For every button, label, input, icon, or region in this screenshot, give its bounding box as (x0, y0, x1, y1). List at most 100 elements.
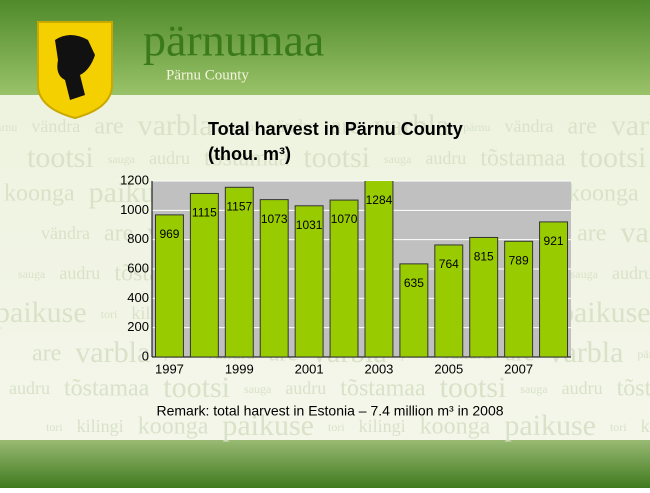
data-label: 1070 (331, 212, 358, 226)
background-word: sauga (244, 382, 272, 396)
bar (399, 263, 429, 357)
data-label: 635 (404, 276, 424, 290)
background-word: paikuse (0, 296, 87, 329)
background-word: vändra (268, 116, 317, 136)
background-word: varbla (374, 109, 449, 142)
background-word: pärnu (463, 120, 490, 134)
background-word: audru (285, 378, 326, 398)
bar (294, 205, 324, 357)
bar (224, 186, 254, 357)
bar (364, 181, 394, 357)
background-word: tootsi (440, 371, 507, 404)
brand: pärnumaa (143, 15, 324, 66)
x-tick-label: 2005 (434, 361, 463, 376)
background-word: are (104, 221, 133, 247)
data-label: 1157 (226, 199, 252, 213)
data-label: 1284 (366, 193, 393, 207)
bar (469, 236, 499, 357)
background-word: koonga (138, 414, 209, 440)
background-word: tootsi (27, 141, 94, 174)
background-word: audru (9, 378, 50, 398)
background-word: audru (612, 263, 650, 283)
background-word: tori (610, 420, 627, 434)
background-word: tori (46, 420, 63, 434)
bar (259, 199, 289, 357)
background-word: tõstamaa (340, 376, 426, 402)
background-word: paikuse (504, 409, 596, 442)
background-word: kilingi (359, 416, 406, 436)
data-label: 969 (159, 227, 179, 241)
bars (154, 181, 569, 357)
data-label: 1031 (296, 218, 323, 232)
background-word: are (577, 221, 606, 247)
background-word: kilingi (641, 416, 650, 436)
chart-subtitle: (thou. m³) (208, 144, 291, 164)
background-word: sauga (571, 267, 599, 281)
background-word: tootsi (303, 141, 370, 174)
data-label: 789 (509, 253, 529, 267)
y-tick-label: 200 (127, 319, 149, 334)
data-label: 1073 (261, 212, 288, 226)
background-word: koonga (4, 181, 75, 207)
y-tick-label: 1000 (120, 202, 149, 217)
x-tick-label: 1999 (225, 361, 254, 376)
background-word: audru (149, 148, 190, 168)
background-word: tõstamaa (480, 146, 566, 172)
bar (189, 192, 219, 357)
background-word: koonga (420, 414, 491, 440)
background-word: sauga (108, 152, 136, 166)
background-word: tootsi (580, 141, 647, 174)
background-word: tori (101, 307, 118, 321)
background-word: sauga (18, 267, 46, 281)
logo-bear (55, 35, 95, 100)
data-label: 1115 (192, 206, 217, 220)
y-tick-label: 400 (127, 290, 149, 305)
y-tick-label: 0 (142, 348, 149, 363)
data-label: 921 (544, 234, 564, 248)
background-word: pärnu (0, 120, 17, 134)
background-word: varbla (75, 336, 150, 369)
background-word: vändra (504, 116, 553, 136)
background-word: koonga (568, 181, 639, 207)
bar (539, 221, 569, 357)
background-word: are (331, 114, 360, 140)
background-word: tõstamaa (204, 146, 290, 172)
background-word: paikuse (559, 296, 650, 329)
chart-title: Total harvest in Pärnu County (208, 119, 463, 139)
background-word: kilingi (77, 416, 124, 436)
background-word: vändra (31, 116, 80, 136)
plot: 0 200 400 600 800 1000 1200 1997 969 1115 1999 1157… (120, 172, 571, 376)
bar (434, 244, 464, 357)
background-word: varbla (138, 109, 213, 142)
background-word: sauga (520, 382, 548, 396)
background-word: tootsi (163, 371, 230, 404)
background-word: varbla (620, 216, 650, 249)
y-tick-label: 800 (127, 231, 149, 246)
y-tick-label: 1200 (120, 172, 149, 187)
data-label: 815 (474, 250, 494, 264)
remark: Remark: total harvest in Estonia – 7.4 m… (156, 403, 503, 419)
background-word: are (32, 341, 61, 367)
background-word: pärnu (227, 120, 254, 134)
y-tick-label: 600 (127, 260, 149, 275)
bar (329, 199, 359, 357)
background-word: paikuse (222, 409, 314, 442)
x-tick-label: 1997 (155, 361, 184, 376)
background-word: are (567, 114, 596, 140)
x-tick-label: 2001 (295, 361, 324, 376)
bar (504, 240, 534, 357)
background-word: pärnu (637, 347, 650, 361)
background-word: tõstamaa (617, 376, 650, 402)
background-word: audru (562, 378, 603, 398)
background-word: sauga (384, 152, 412, 166)
background-word: audru (425, 148, 466, 168)
background-word: tõstamaa (64, 376, 150, 402)
x-tick-label: 2007 (504, 361, 533, 376)
background-word: vändra (41, 223, 90, 243)
background-word: varbla (611, 109, 650, 142)
background-word: audru (59, 263, 100, 283)
brand-subtitle: Pärnu County (166, 67, 249, 83)
background-word: tori (328, 420, 345, 434)
background-word: are (94, 114, 123, 140)
